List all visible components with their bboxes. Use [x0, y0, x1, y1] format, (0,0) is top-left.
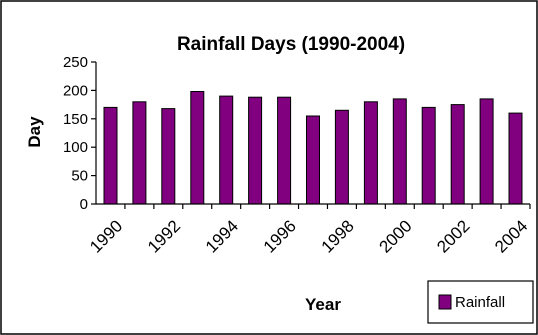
legend-box	[427, 280, 534, 324]
y-tick-label: 150	[63, 111, 88, 128]
bar-1997	[306, 115, 320, 205]
bar-2001	[421, 106, 436, 205]
bar-1996	[277, 96, 292, 205]
bar-2004	[508, 112, 523, 205]
legend-swatch-rainfall	[438, 294, 452, 310]
bar-series-rainfall	[103, 91, 523, 205]
bar-2000	[392, 98, 407, 205]
bar-1992	[161, 108, 176, 205]
bar-1994	[219, 95, 234, 205]
y-tick-label: 100	[63, 139, 88, 156]
bar-1991	[132, 101, 147, 205]
y-axis-label: Day	[25, 116, 44, 148]
y-tick-label: 200	[63, 82, 88, 99]
bar-1999	[363, 101, 378, 205]
chart-title: Rainfall Days (1990-2004)	[177, 34, 405, 55]
y-axis-ticks: 0 50 100 150 200 250	[63, 54, 96, 213]
y-tick-label: 250	[63, 54, 88, 71]
y-tick-label: 0	[80, 196, 88, 213]
legend: Rainfall	[427, 280, 534, 324]
legend-label-rainfall: Rainfall	[455, 294, 505, 311]
bar-1995	[248, 96, 263, 205]
bar-2003	[479, 98, 494, 205]
bar-1993	[190, 91, 205, 205]
bar-2002	[450, 104, 465, 205]
y-tick-label: 50	[71, 168, 88, 185]
x-axis-label: Year	[305, 295, 341, 314]
bar-1990	[103, 106, 118, 205]
bar-1998	[334, 109, 349, 205]
